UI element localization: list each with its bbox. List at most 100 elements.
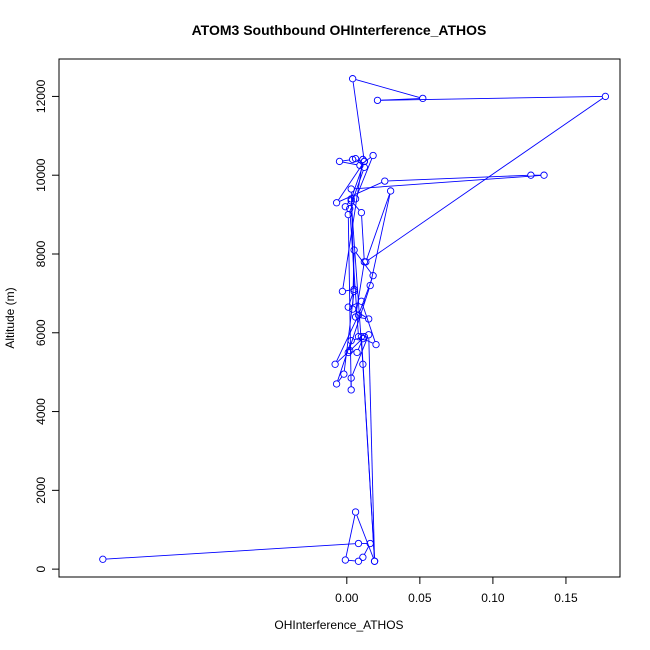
series-segment [352,202,360,211]
series-segment [348,288,370,350]
data-point [369,272,377,280]
series-segment [337,343,351,382]
data-point [354,311,363,319]
data-point [365,331,373,339]
series-segment [366,193,390,259]
y-axis-label: Altitude (m) [3,287,17,348]
data-point [359,360,367,368]
series-segment [352,81,365,159]
data-point [354,333,363,341]
data-point [353,348,361,357]
data-point [362,258,370,266]
data-point [354,539,363,548]
data-point [366,281,374,290]
data-point [540,171,548,179]
series-segment [355,264,365,314]
data-point [347,185,355,193]
data-point [370,557,379,565]
series-segment [359,278,373,313]
series-segment [345,515,356,558]
data-point [527,171,535,179]
data-point [347,374,355,382]
data-point [359,553,367,561]
series-segment [338,376,343,382]
y-tick-label: 10000 [34,158,48,192]
data-point [354,557,363,565]
series-segment [365,339,374,344]
series-segment [380,96,603,101]
data-point [419,94,427,103]
data-point [356,161,364,170]
data-point [372,340,380,349]
data-point [338,287,347,296]
data-point [99,555,107,563]
series-segment [356,514,374,559]
y-axis: 0 2000 4000 6000 8000 10000 12000 [34,79,60,572]
data-point [348,75,357,83]
data-point [340,370,348,378]
y-tick-label: 2000 [34,477,48,504]
data-point [332,199,341,207]
data-point [357,208,366,217]
data-point [601,92,610,101]
series-segment [370,193,391,283]
plot-frame [58,58,621,578]
series-segment [351,337,368,376]
series-segment [336,317,358,362]
series-segment [342,159,350,162]
series-segment [363,546,370,555]
data-point [347,337,355,345]
data-point [351,508,360,516]
data-point [360,157,368,166]
data-point [331,360,339,368]
series-segment [349,211,359,334]
y-tick-label: 6000 [34,319,48,346]
x-axis-label: OHInterference_ATHOS [274,618,403,632]
data-point [350,285,358,294]
series-segment [368,337,375,559]
series-segment [380,98,420,101]
data-point [350,246,358,254]
series-segment [339,182,383,202]
series-segment [350,192,355,289]
x-tick-label: 0.15 [554,591,578,605]
data-point [350,287,358,296]
series-segment [354,174,541,190]
series-segment [347,217,352,387]
series-segment [357,341,363,350]
data-point [369,151,377,160]
series-segment [355,79,420,98]
data-point [332,380,341,388]
series-segment [345,289,352,292]
data-point [373,96,382,105]
series-segment [362,304,376,342]
x-tick-label: 0.00 [335,591,359,605]
data-point [357,333,366,341]
series-segment [356,158,373,197]
series-layer [99,75,610,565]
data-point [366,539,374,548]
y-tick-label: 0 [34,565,48,572]
series-segment [343,294,355,372]
y-tick-label: 12000 [34,79,48,113]
data-point [344,303,352,311]
y-tick-label: 4000 [34,398,48,425]
series-segment [348,559,356,562]
data-point [386,187,395,195]
data-point [365,315,373,323]
x-axis: 0.00 0.05 0.10 0.15 [335,576,578,605]
series-segment [342,161,357,166]
data-point [381,177,389,185]
data-point [359,155,367,164]
series-segment [361,215,365,259]
x-tick-label: 0.05 [408,591,432,605]
series-segment [337,163,363,201]
data-point [346,346,354,355]
series-segment [105,543,356,560]
data-point [341,556,349,564]
data-point [335,157,344,166]
series-segment [355,252,372,274]
data-point [347,195,355,203]
